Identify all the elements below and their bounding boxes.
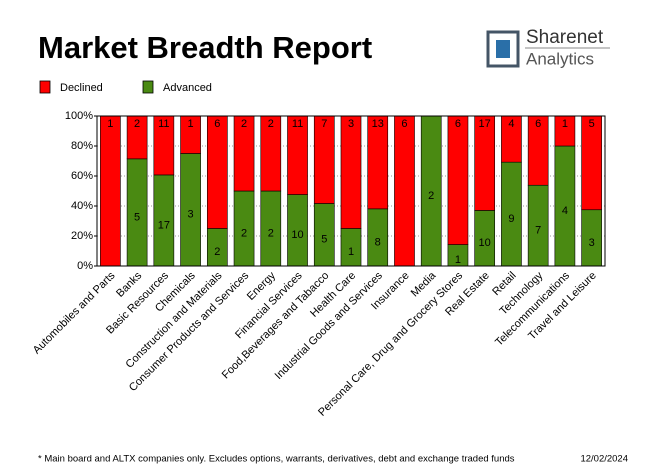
bar-segment [394, 115, 415, 267]
data-label: 17 [479, 118, 491, 130]
data-label: 13 [372, 118, 384, 130]
data-label: 2 [268, 118, 274, 130]
data-label: 2 [214, 246, 220, 258]
bar-segment [581, 115, 602, 211]
y-tick-label: 60% [71, 170, 93, 182]
data-label: 1 [188, 118, 194, 130]
legend-label: Declined [60, 82, 103, 94]
data-label: 1 [348, 246, 354, 258]
data-label: 1 [562, 118, 568, 130]
data-label: 4 [562, 205, 568, 217]
data-label: 4 [508, 118, 514, 130]
brand-name: Sharenet [526, 27, 604, 48]
data-label: 11 [292, 118, 303, 130]
data-label: 2 [241, 118, 247, 130]
data-label: 10 [479, 237, 491, 249]
y-tick-label: 100% [65, 110, 93, 122]
data-label: 8 [375, 236, 381, 248]
data-label: 7 [321, 118, 327, 130]
y-tick-label: 80% [71, 140, 93, 152]
data-label: 3 [348, 118, 354, 130]
logo: Sharenet Analytics [486, 27, 610, 68]
data-label: 2 [268, 227, 274, 239]
data-label: 1 [455, 254, 461, 266]
data-label: 5 [134, 211, 140, 223]
legend-label: Advanced [163, 82, 212, 94]
data-label: 3 [188, 209, 194, 221]
data-label: 1 [107, 118, 113, 130]
data-label: 10 [291, 229, 303, 241]
data-label: 6 [214, 118, 220, 130]
x-tick-label: Automobiles and Parts [31, 269, 118, 356]
logo-mark [496, 40, 510, 58]
data-label: 2 [428, 190, 434, 202]
data-label: 5 [321, 234, 327, 246]
footnote: * Main board and ALTX companies only. Ex… [38, 454, 515, 465]
data-label: 6 [535, 118, 541, 130]
data-label: 5 [589, 118, 595, 130]
date: 12/02/2024 [580, 454, 628, 465]
legend-swatch [142, 80, 154, 94]
data-label: 3 [589, 237, 595, 249]
data-label: 2 [241, 227, 247, 239]
chart-title: Market Breadth Report [38, 30, 372, 65]
bar-segment [340, 115, 362, 229]
y-tick-label: 20% [71, 230, 93, 242]
data-label: 2 [134, 118, 140, 130]
plot-frame [96, 115, 606, 267]
bar-segment [474, 115, 496, 211]
data-label: 7 [535, 225, 541, 237]
logo-frame [486, 30, 520, 68]
y-tick-label: 0% [77, 260, 93, 272]
data-label: 17 [158, 219, 170, 231]
bar-segment [206, 115, 228, 229]
bar-segment [447, 115, 469, 245]
legend-swatch [39, 80, 51, 94]
data-label: 6 [455, 118, 461, 130]
brand-sub: Analytics [526, 49, 594, 68]
data-label: 11 [158, 118, 169, 130]
bar-segment [367, 115, 389, 210]
data-label: 9 [508, 213, 514, 225]
data-label: 6 [401, 118, 407, 130]
bar-segment [100, 115, 121, 267]
y-tick-label: 40% [71, 200, 93, 212]
